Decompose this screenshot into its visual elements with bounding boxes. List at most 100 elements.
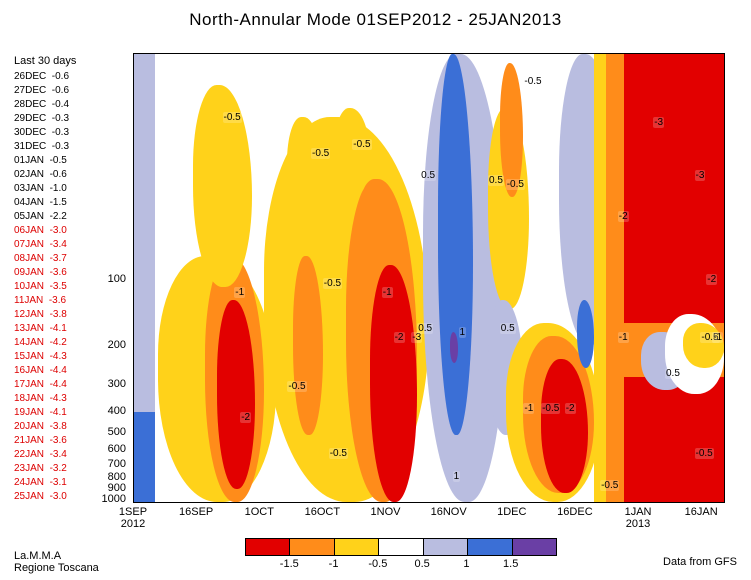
last30-row: 07JAN -3.4 (14, 238, 69, 252)
last30-row: 21JAN -3.6 (14, 434, 69, 448)
legend-tick: 1 (463, 558, 469, 570)
legend-swatch (423, 539, 467, 555)
y-tick: 100 (86, 273, 126, 285)
last30-row: 09JAN -3.6 (14, 266, 69, 280)
y-tick: 300 (86, 378, 126, 390)
legend-swatch (334, 539, 378, 555)
attrib-line1: La.M.M.A (14, 550, 99, 562)
legend-tick: -0.5 (368, 558, 387, 570)
contour-region (335, 108, 370, 198)
last30-row: 12JAN -3.8 (14, 308, 69, 322)
last30-row: 23JAN -3.2 (14, 462, 69, 476)
last30-row: 13JAN -4.1 (14, 322, 69, 336)
contour-label: -2 (565, 403, 576, 414)
contour-region (134, 412, 155, 502)
contour-label: -3 (695, 170, 706, 181)
contour-label: -2 (394, 332, 405, 343)
contour-region (624, 377, 724, 502)
legend-tick: 0.5 (414, 558, 429, 570)
last30-row: 04JAN -1.5 (14, 196, 69, 210)
x-tick: 1JAN2013 (625, 506, 652, 530)
y-tick: 900 (86, 482, 126, 494)
last30-row: 05JAN -2.2 (14, 210, 69, 224)
attrib-line2: Regione Toscana (14, 562, 99, 574)
legend-swatch (467, 539, 511, 555)
contour-label: -0.5 (695, 448, 714, 459)
legend-swatch (378, 539, 422, 555)
last30-row: 08JAN -3.7 (14, 252, 69, 266)
last30-row: 26DEC -0.6 (14, 70, 69, 84)
contour-label: -2 (240, 412, 251, 423)
contour-label: 0.5 (488, 175, 504, 186)
last30-list: 26DEC -0.627DEC -0.628DEC -0.429DEC -0.3… (14, 70, 69, 504)
contour-label: -1 (382, 287, 393, 298)
legend-swatch (246, 539, 289, 555)
contour-label: -0.5 (541, 403, 560, 414)
contour-label: 0.5 (417, 323, 433, 334)
last30-row: 27DEC -0.6 (14, 84, 69, 98)
x-tick: 1NOV (371, 506, 401, 518)
contour-label: -1 (618, 332, 629, 343)
contour-label: -1 (712, 332, 723, 343)
last30-row: 10JAN -3.5 (14, 280, 69, 294)
x-tick: 16OCT (305, 506, 340, 518)
last30-row: 24JAN -3.1 (14, 476, 69, 490)
x-tick: 1OCT (245, 506, 274, 518)
contour-label: -1 (523, 403, 534, 414)
last30-row: 29DEC -0.3 (14, 112, 69, 126)
x-tick: 16JAN (685, 506, 718, 518)
contour-label: 0.5 (500, 323, 516, 334)
x-tick: 16SEP (179, 506, 213, 518)
contour-label: -0.5 (323, 278, 342, 289)
contour-label: -3 (653, 117, 664, 128)
contour-label: 1 (453, 471, 461, 482)
contour-label: 0.5 (420, 170, 436, 181)
last30-row: 25JAN -3.0 (14, 490, 69, 504)
legend-tick: 1.5 (503, 558, 518, 570)
x-tick: 16DEC (557, 506, 592, 518)
attribution-right: Data from GFS (663, 556, 737, 568)
contour-label: -0.5 (523, 76, 542, 87)
legend-tick: -1 (329, 558, 339, 570)
x-tick: 1SEP2012 (119, 506, 147, 530)
last30-row: 28DEC -0.4 (14, 98, 69, 112)
last30-row: 02JAN -0.6 (14, 168, 69, 182)
y-tick: 500 (86, 426, 126, 438)
contour-label: -0.5 (287, 381, 306, 392)
contour-label: -0.5 (311, 148, 330, 159)
last30-row: 16JAN -4.4 (14, 364, 69, 378)
contour-label: -0.5 (352, 139, 371, 150)
last30-row: 19JAN -4.1 (14, 406, 69, 420)
legend-swatch (512, 539, 556, 555)
last30-row: 30DEC -0.3 (14, 126, 69, 140)
contour-label: 0.5 (665, 368, 681, 379)
y-tick: 1000 (86, 493, 126, 505)
legend-tick: -1.5 (280, 558, 299, 570)
x-tick: 16NOV (431, 506, 467, 518)
contour-label: -1 (234, 287, 245, 298)
last30-row: 14JAN -4.2 (14, 336, 69, 350)
y-tick: 700 (86, 458, 126, 470)
attribution-left: La.M.M.A Regione Toscana (14, 550, 99, 574)
last30-row: 01JAN -0.5 (14, 154, 69, 168)
y-tick: 400 (86, 405, 126, 417)
last30-row: 03JAN -1.0 (14, 182, 69, 196)
last30-row: 11JAN -3.6 (14, 294, 69, 308)
chart-title: North-Annular Mode 01SEP2012 - 25JAN2013 (0, 10, 751, 30)
contour-plot: -0.5-0.5-0.5-0.5-0.5-1-1-2-3-2-0.5-0.50.… (133, 53, 725, 503)
last30-row: 06JAN -3.0 (14, 224, 69, 238)
y-tick: 200 (86, 339, 126, 351)
last30-header: Last 30 days (14, 55, 76, 67)
y-tick: 600 (86, 443, 126, 455)
contour-label: -2 (706, 274, 717, 285)
contour-label: -0.5 (506, 179, 525, 190)
last30-row: 17JAN -4.4 (14, 378, 69, 392)
contour-label: -0.5 (600, 480, 619, 491)
last30-row: 15JAN -4.3 (14, 350, 69, 364)
color-legend: -1.5 -1 -0.5 0.5 1 1.5 (245, 538, 555, 572)
last30-row: 18JAN -4.3 (14, 392, 69, 406)
last30-row: 31DEC -0.3 (14, 140, 69, 154)
x-tick: 1DEC (497, 506, 526, 518)
last30-row: 20JAN -3.8 (14, 420, 69, 434)
last30-row: 22JAN -3.4 (14, 448, 69, 462)
